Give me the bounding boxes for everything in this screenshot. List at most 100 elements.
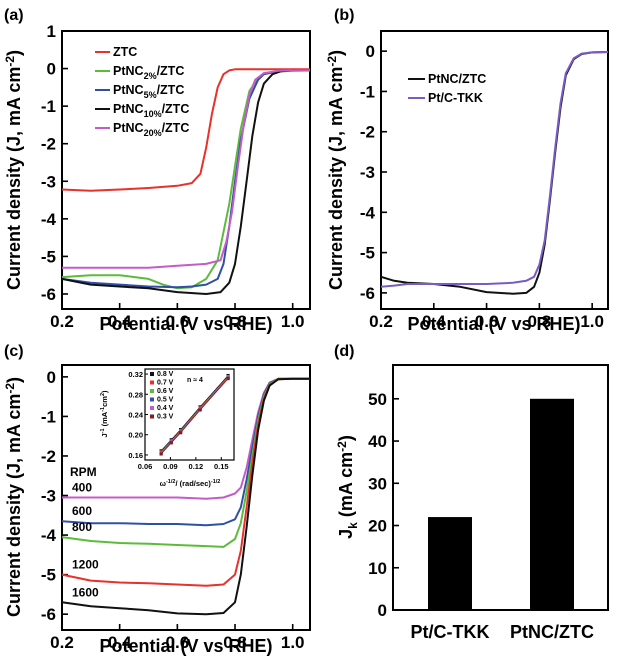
inset-legend-label: 0.5 V [157, 397, 174, 404]
inset-legend-swatch [150, 389, 154, 393]
inset-legend-label: 0.4 V [157, 405, 174, 412]
y-tick-label: -5 [360, 244, 375, 263]
inset-point [226, 377, 230, 381]
inset-point [159, 452, 163, 456]
inset-y-tick-label: 0.28 [128, 390, 143, 399]
panel-a-series [61, 68, 311, 295]
panel-a-legend: ZTC PtNC2%/ZTC PtNC5%/ZTC PtNC10%/ZTC PtNC20… [95, 45, 189, 138]
x-tick-label: 1.0 [281, 633, 305, 652]
panel-c-ylabel: Current density (J, mA cm-2) [3, 377, 24, 617]
y-tick-label: -1 [41, 97, 56, 116]
series-line [61, 377, 310, 616]
panel-d: (d) Jk (mA cm-2) 0 10 20 30 40 50 Pt/C-TKK PtN… [334, 343, 609, 642]
series-line [61, 69, 310, 295]
inset-legend-swatch [150, 406, 154, 410]
inset-legend-swatch [150, 372, 154, 376]
x-tick-label: 0.6 [475, 312, 499, 331]
rpm-label: 1200 [72, 558, 99, 572]
x-tick-label: 1.0 [580, 312, 604, 331]
inset-xlabel: ω-1/2/ (rad/sec)-1/2 [160, 479, 221, 488]
y-tick-label: 50 [368, 390, 387, 409]
rpm-title: RPM [70, 465, 97, 479]
y-tick-label: -5 [41, 247, 56, 266]
panel-c-xlabel: Potential (V vs RHE) [99, 636, 272, 656]
legend-label: PtNC5%/ZTC [113, 83, 184, 100]
y-tick-label: -3 [360, 163, 375, 182]
y-tick-label: -4 [41, 210, 57, 229]
legend-label: PtNC2%/ZTC [113, 64, 184, 81]
inset-y-tick-label: 0.32 [128, 370, 143, 379]
inset-ticks: 0.06 0.09 0.12 0.15 0.32 0.28 0.24 0.20 0.16 [128, 370, 228, 471]
panel-d-ylabel: Jk (mA cm-2) [335, 435, 360, 539]
panel-d-bars: Pt/C-TKK PtNC/ZTC [411, 398, 594, 642]
rpm-label: 600 [72, 504, 92, 518]
legend-label: PtNC20%/ZTC [113, 121, 189, 138]
y-tick-label: -1 [41, 407, 56, 426]
y-tick-label: -2 [360, 123, 375, 142]
panel-b-legend: PtNC/ZTC Pt/C-TKK [408, 72, 486, 105]
x-tick-label: 0.4 [108, 312, 132, 331]
series-line [380, 51, 609, 295]
y-tick-label: -6 [41, 605, 56, 624]
y-tick-label: 20 [368, 517, 387, 536]
x-tick-label: 1.0 [281, 312, 305, 331]
panel-b: (b) Potential (V vs RHE) Current density… [325, 7, 609, 334]
panel-b-xlabel: Potential (V vs RHE) [407, 314, 580, 334]
panel-a-label: (a) [4, 7, 24, 24]
inset-point [169, 441, 173, 445]
inset-y-tick-label: 0.20 [128, 431, 143, 440]
y-tick-label: -3 [41, 487, 56, 506]
panel-a: (a) Potential (V vs RHE) Current density… [3, 7, 311, 334]
panel-c-series [61, 377, 310, 616]
x-tick-label: 0.2 [369, 312, 393, 331]
inset-series [159, 373, 230, 456]
panel-c-label: (c) [4, 343, 24, 360]
legend-label: Pt/C-TKK [428, 91, 483, 105]
y-tick-label: 0 [366, 42, 375, 61]
inset-legend-label: 0.8 V [157, 371, 174, 378]
inset-x-tick-label: 0.09 [163, 462, 178, 471]
rpm-label: 800 [72, 520, 92, 534]
legend-label: ZTC [113, 45, 137, 59]
y-tick-label: -6 [360, 284, 375, 303]
panel-c: (c) Potential (V vs RHE) Current density… [3, 343, 311, 656]
inset-x-tick-label: 0.15 [214, 462, 229, 471]
panel-d-label: (d) [334, 343, 354, 360]
y-tick-label: -4 [41, 526, 57, 545]
y-tick-label: -2 [41, 447, 56, 466]
panel-c-ticks: 0.2 0.4 0.6 0.8 1.0 0 -1 -2 -3 -4 -5 -6 [41, 368, 305, 652]
panel-b-label: (b) [334, 7, 354, 24]
y-tick-label: 0 [47, 60, 56, 79]
panel-a-plot-frame [61, 30, 311, 310]
inset-point [179, 431, 183, 435]
y-tick-label: 10 [368, 559, 387, 578]
panel-a-ylabel: Current density (J, mA cm-2) [3, 50, 24, 290]
x-tick-label: 0.8 [528, 312, 552, 331]
x-tick-label: 0.8 [223, 312, 247, 331]
y-tick-label: -3 [41, 172, 56, 191]
inset-y-tick-label: 0.24 [128, 411, 143, 420]
x-tick-label: 0.4 [108, 633, 132, 652]
y-tick-label: -2 [41, 135, 56, 154]
panel-a-xlabel: Potential (V vs RHE) [99, 314, 272, 334]
y-tick-label: -1 [360, 82, 375, 101]
y-tick-label: 1 [47, 22, 56, 41]
legend-label: PtNC/ZTC [428, 72, 486, 86]
x-category-label: PtNC/ZTC [510, 622, 594, 642]
rpm-label: 400 [72, 481, 92, 495]
series-line [380, 51, 609, 288]
inset-legend: 0.8 V 0.7 V0.6 V 0.5 V0.4 V 0.3 V [150, 371, 174, 421]
inset-legend-label: 0.3 V [157, 414, 174, 421]
inset-y-tick-label: 0.16 [128, 451, 143, 460]
inset-legend-label: 0.6 V [157, 388, 174, 395]
inset-x-tick-label: 0.12 [189, 462, 204, 471]
inset-ylabel: J-1 (mA-1cm2) [100, 390, 109, 438]
y-tick-label: -6 [41, 285, 56, 304]
x-tick-label: 0.6 [166, 312, 190, 331]
inset-legend-swatch [150, 397, 154, 402]
x-tick-label: 0.8 [223, 633, 247, 652]
inset-annotation: n ≈ 4 [187, 377, 203, 384]
x-tick-label: 0.2 [50, 312, 74, 331]
x-tick-label: 0.4 [422, 312, 446, 331]
